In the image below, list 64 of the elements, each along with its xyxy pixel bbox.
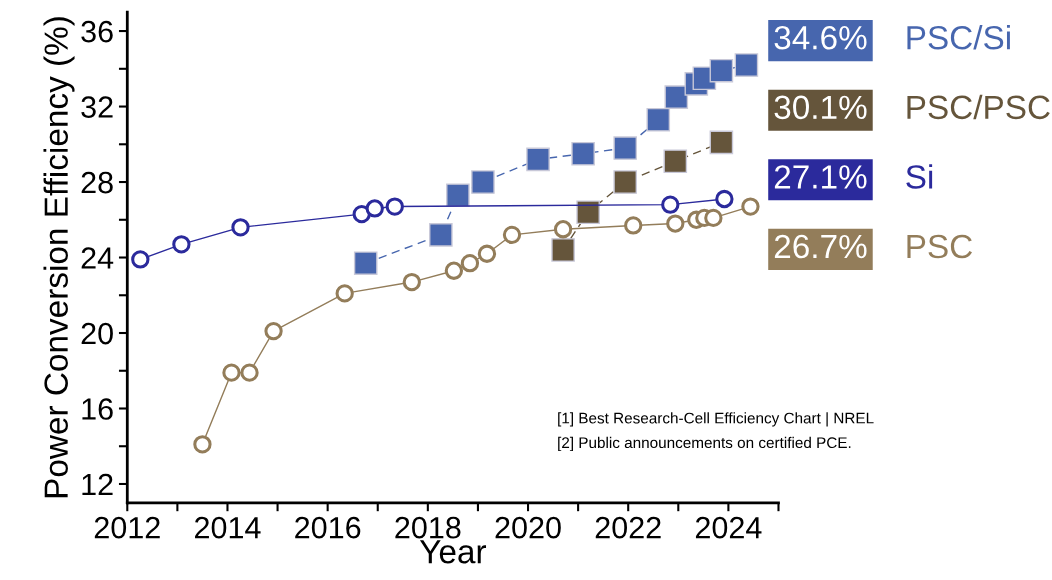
annotation: [1] Best Research-Cell Efficiency Chart | NREL xyxy=(558,412,874,427)
x-tick-label: 2018 xyxy=(395,516,461,539)
point xyxy=(704,208,723,228)
x-tick-label: 2012 xyxy=(94,516,160,539)
point xyxy=(222,363,241,382)
point xyxy=(663,149,688,174)
point xyxy=(502,225,522,245)
y-axis-title: Power Conversion Efficiency (%) xyxy=(43,17,75,498)
y-tick-label: 36 xyxy=(81,20,113,43)
annotation: 34.6% xyxy=(774,25,867,50)
point xyxy=(365,199,384,218)
point xyxy=(460,254,480,273)
point xyxy=(444,261,464,280)
y-tick-label: 32 xyxy=(81,96,113,118)
point xyxy=(715,189,734,209)
x-tick-label: 2016 xyxy=(295,516,361,539)
point xyxy=(193,435,212,454)
y-tick-label: 24 xyxy=(81,247,114,269)
point xyxy=(709,130,734,155)
point xyxy=(734,53,759,77)
point xyxy=(624,216,643,235)
x-axis-title: Year xyxy=(419,540,487,564)
annotation: [2] Public announcements on certified PCE. xyxy=(558,436,851,452)
point xyxy=(172,235,191,254)
x-tick-label: 2014 xyxy=(195,516,261,539)
point xyxy=(551,238,575,262)
point xyxy=(353,251,378,275)
point xyxy=(741,197,760,216)
y-tick-label: 20 xyxy=(81,322,113,345)
point xyxy=(571,141,595,166)
legend-label: Si xyxy=(906,164,933,189)
point xyxy=(402,272,421,292)
y-tick-label: 12 xyxy=(82,473,113,496)
point xyxy=(613,136,638,160)
point xyxy=(664,85,689,109)
x-tick-label: 2022 xyxy=(595,516,661,539)
point xyxy=(429,223,453,247)
point xyxy=(666,214,685,233)
y-tick-label: 16 xyxy=(82,398,113,420)
point xyxy=(385,197,404,216)
point xyxy=(646,107,671,132)
point xyxy=(709,58,734,83)
annotation: 26.7% xyxy=(774,234,867,259)
point xyxy=(471,170,495,194)
point xyxy=(446,183,470,208)
point xyxy=(264,321,283,341)
point xyxy=(335,284,354,303)
point xyxy=(477,244,497,263)
x-tick-label: 2020 xyxy=(495,516,561,539)
x-tick-label: 2024 xyxy=(695,516,762,539)
legend-label: PSC/Si xyxy=(907,25,1010,50)
point xyxy=(576,200,600,225)
legend-label: PSC/PSC xyxy=(907,94,1050,120)
point xyxy=(131,250,150,269)
legend-label: PSC xyxy=(907,234,972,259)
y-tick-label: 28 xyxy=(81,171,113,194)
point xyxy=(553,220,573,239)
point xyxy=(526,147,550,172)
annotation: 27.1% xyxy=(774,165,867,189)
point xyxy=(613,170,638,194)
point xyxy=(240,363,259,382)
point xyxy=(231,218,250,237)
annotation: 30.1% xyxy=(774,95,867,120)
point xyxy=(661,195,680,214)
